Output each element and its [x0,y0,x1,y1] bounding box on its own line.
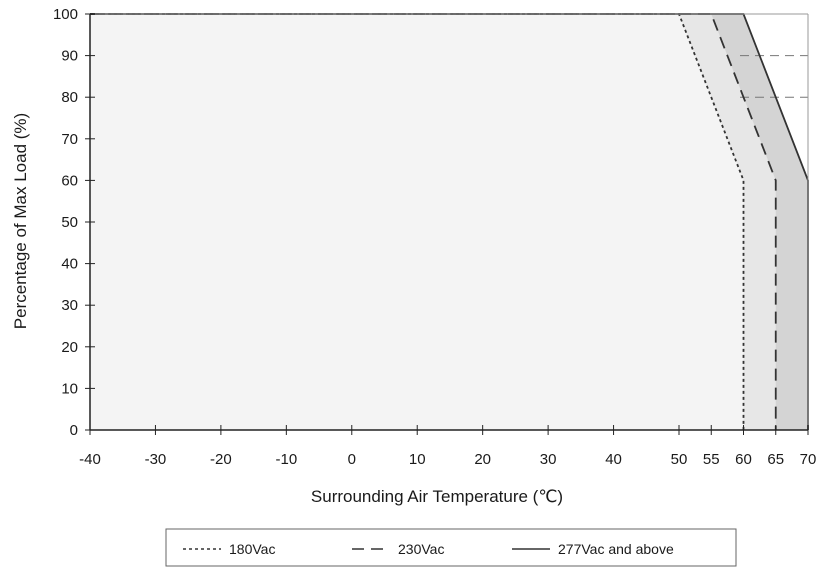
gridlines [740,55,808,98]
series-fill-180vac [90,14,744,430]
x-tick-label: 10 [409,451,426,468]
x-tick-label: 40 [605,451,622,468]
x-axis-label: Surrounding Air Temperature (℃) [311,487,563,506]
y-tick-label: 100 [53,6,78,23]
x-tick-label: 0 [348,451,356,468]
y-tick-label: 80 [61,89,78,106]
x-tick-label: 20 [474,451,491,468]
x-tick-label: 70 [800,451,817,468]
legend-box [165,528,737,567]
legend: 180Vac 230Vac 277Vac and above [165,528,737,567]
x-tick-label: -10 [275,451,297,468]
y-axis-ticks: 0 10 20 30 40 50 60 70 80 90 100 [53,6,95,439]
x-tick-label: 65 [767,451,784,468]
y-tick-label: 10 [61,380,78,397]
x-tick-label: -20 [210,451,232,468]
x-tick-label: 30 [540,451,557,468]
y-tick-label: 70 [61,131,78,148]
legend-label: 230Vac [398,541,444,557]
y-tick-label: 50 [61,214,78,231]
x-axis-ticks: -40 -30 -20 -10 0 10 20 30 40 50 55 60 65 70 [79,425,816,468]
legend-label: 277Vac and above [558,541,674,557]
y-tick-label: 30 [61,297,78,314]
y-axis-label: Percentage of Max Load (%) [11,113,30,329]
legend-label: 180Vac [229,541,275,557]
y-tick-label: 20 [61,339,78,356]
y-tick-label: 40 [61,256,78,273]
x-tick-label: 55 [703,451,720,468]
series-fills [90,14,808,430]
y-tick-label: 0 [70,422,78,439]
y-tick-label: 90 [61,48,78,65]
x-tick-label: -40 [79,451,101,468]
x-tick-label: -30 [145,451,167,468]
x-tick-label: 60 [735,451,752,468]
x-tick-label: 50 [671,451,688,468]
y-tick-label: 60 [61,172,78,189]
